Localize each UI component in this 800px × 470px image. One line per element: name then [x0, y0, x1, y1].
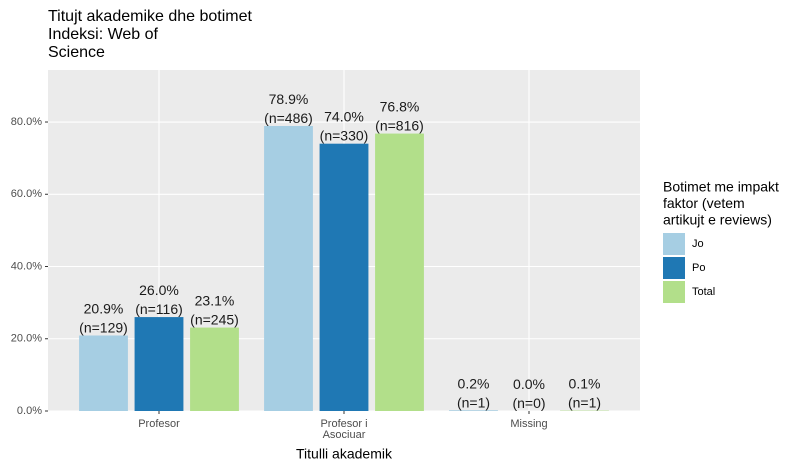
- y-tick-label: 20.0%: [11, 333, 42, 345]
- x-tick-label: Profesor: [138, 418, 180, 430]
- bar: [79, 335, 128, 411]
- legend-title: faktor (vetem: [663, 195, 745, 211]
- x-tick-label: Profesor i Asociuar: [320, 418, 367, 441]
- value-label: 74.0% (n=330): [320, 108, 369, 143]
- y-tick-label: 80.0%: [11, 116, 42, 128]
- value-label: 76.8% (n=816): [375, 98, 424, 133]
- y-tick-label: 40.0%: [11, 260, 42, 272]
- y-tick-label: 0.0%: [17, 405, 42, 417]
- value-label: 0.1% (n=1): [568, 375, 601, 410]
- legend-key: [663, 233, 685, 255]
- x-tick-label: Missing: [510, 418, 547, 430]
- bar: [375, 133, 424, 411]
- legend-label: Po: [692, 262, 705, 274]
- value-label: 0.0% (n=0): [512, 376, 545, 411]
- chart-title: Science: [48, 44, 105, 61]
- y-tick-label: 60.0%: [11, 188, 42, 200]
- chart-title: Titujt akademike dhe botimet: [48, 8, 253, 25]
- legend-label: Total: [692, 286, 715, 298]
- value-label: 20.9% (n=129): [79, 300, 128, 335]
- bar: [449, 410, 498, 411]
- legend-key: [663, 257, 685, 279]
- bar: [134, 317, 184, 411]
- legend-title: Botimet me impakt: [663, 179, 779, 195]
- legend-title: artikujt e reviews): [663, 212, 772, 228]
- value-label: 26.0% (n=116): [135, 282, 183, 317]
- legend-key: [663, 281, 685, 303]
- value-label: 23.1% (n=245): [190, 292, 239, 327]
- x-axis-label: Titulli akademik: [296, 446, 393, 462]
- value-label: 0.2% (n=1): [457, 375, 490, 410]
- legend-label: Jo: [692, 238, 704, 250]
- bar: [264, 125, 313, 411]
- chart-title: Indeksi: Web of: [48, 26, 159, 43]
- value-label: 78.9% (n=486): [264, 91, 313, 126]
- bar: [319, 143, 369, 411]
- bar: [190, 327, 239, 411]
